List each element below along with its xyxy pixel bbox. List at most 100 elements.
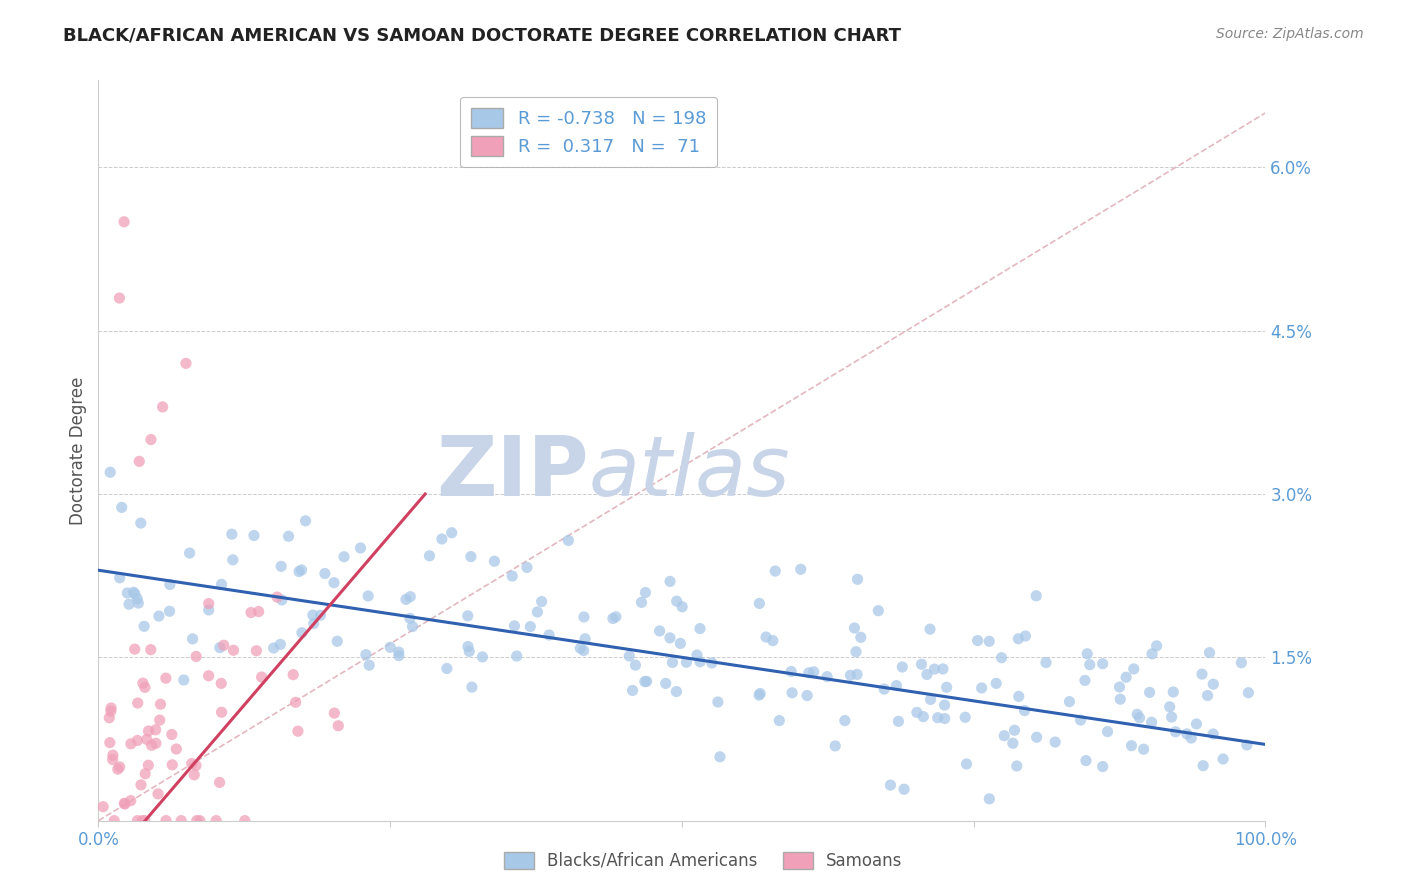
Point [314,566,336,581]
Legend: Blacks/African Americans, Samoans: Blacks/African Americans, Samoans [498,845,908,877]
Point [233,814,256,828]
Point [222,553,245,567]
Point [170,814,193,828]
Point [436,661,458,675]
Point [294,514,316,528]
Point [990,650,1012,665]
Point [211,577,233,591]
Point [689,622,711,636]
Point [108,760,131,774]
Point [953,710,976,724]
Point [127,814,149,828]
Point [1236,738,1258,752]
Point [323,575,346,590]
Point [134,766,156,780]
Point [1126,707,1149,722]
Point [101,752,124,766]
Point [395,592,418,607]
Point [763,564,786,578]
Point [179,546,201,560]
Point [634,674,657,689]
Point [134,681,156,695]
Point [326,634,349,648]
Point [797,665,820,680]
Point [323,706,346,720]
Point [288,565,311,579]
Point [1140,647,1163,661]
Point [910,657,932,672]
Point [619,648,641,663]
Point [111,500,134,515]
Point [709,749,731,764]
Point [129,778,152,792]
Point [101,748,124,763]
Point [208,775,231,789]
Text: atlas: atlas [589,432,790,513]
Point [112,215,135,229]
Point [145,736,167,750]
Point [780,686,803,700]
Point [1108,680,1130,694]
Point [519,619,541,633]
Point [120,737,142,751]
Point [155,814,177,828]
Point [839,668,862,682]
Point [671,599,693,614]
Point [844,621,866,635]
Point [1004,723,1026,738]
Legend: R = -0.738   N = 198, R =  0.317   N =  71: R = -0.738 N = 198, R = 0.317 N = 71 [460,96,717,168]
Point [149,713,172,727]
Point [1007,632,1029,646]
Point [160,727,183,741]
Point [333,549,356,564]
Point [501,569,523,583]
Point [354,648,377,662]
Point [1237,686,1260,700]
Point [927,711,949,725]
Point [484,554,506,568]
Point [138,724,160,739]
Point [557,533,579,548]
Point [100,704,122,718]
Point [574,632,596,646]
Point [401,619,423,633]
Point [1198,646,1220,660]
Point [240,606,263,620]
Point [932,662,955,676]
Point [212,638,235,652]
Point [430,532,453,546]
Point [129,516,152,530]
Point [211,705,233,719]
Point [108,291,131,305]
Point [174,356,197,370]
Point [283,667,305,681]
Point [149,698,172,712]
Point [503,619,526,633]
Point [159,577,181,591]
Point [1161,685,1184,699]
Point [197,603,219,617]
Point [935,681,957,695]
Point [659,574,682,589]
Point [399,590,422,604]
Point [173,673,195,687]
Point [768,714,790,728]
Point [160,757,183,772]
Point [127,596,149,610]
Point [180,756,202,771]
Point [399,611,422,625]
Point [127,696,149,710]
Point [152,400,174,414]
Point [879,778,901,792]
Point [780,665,803,679]
Point [1180,731,1202,745]
Point [1159,699,1181,714]
Point [359,658,381,673]
Point [1059,695,1081,709]
Point [887,714,910,729]
Point [873,682,896,697]
Point [209,676,232,690]
Point [112,797,135,811]
Point [270,559,292,574]
Point [1197,689,1219,703]
